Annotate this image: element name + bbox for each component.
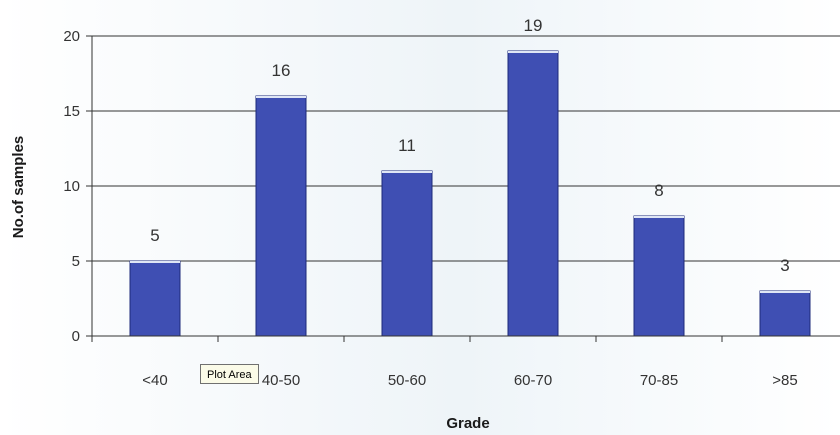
data-label-1: 16 — [272, 61, 291, 80]
labels: 0 5 10 15 20 5 <40 16 40-50 11 50-60 19 60-70 8 70-85 3… — [63, 16, 797, 389]
bar-3 — [507, 50, 559, 337]
y-tick-label: 0 — [72, 328, 80, 345]
y-tick-label: 20 — [63, 28, 80, 45]
y-axis-title: No.of samples — [10, 136, 27, 239]
bar-2 — [381, 170, 433, 337]
x-tick-label-0: <40 — [142, 372, 167, 389]
bars — [129, 50, 811, 337]
x-tick-label-4: 70-85 — [640, 372, 678, 389]
x-tick-label-2: 50-60 — [388, 372, 426, 389]
bar-1 — [255, 95, 307, 337]
x-tick-label-1: 40-50 — [262, 372, 300, 389]
data-label-5: 3 — [780, 256, 789, 275]
y-tick-label: 10 — [63, 178, 80, 195]
gridlines — [92, 35, 840, 262]
y-tick-label: 5 — [72, 253, 80, 270]
data-label-4: 8 — [654, 181, 663, 200]
plot-area-tooltip: Plot Area — [200, 364, 259, 384]
data-label-3: 19 — [524, 16, 543, 35]
bar-5 — [759, 290, 811, 337]
x-tick-label-5: >85 — [772, 372, 797, 389]
bar-0 — [129, 260, 181, 337]
data-label-0: 5 — [150, 226, 159, 245]
bar-4 — [633, 215, 685, 337]
data-label-2: 11 — [398, 136, 416, 155]
axes — [86, 35, 840, 342]
x-axis-title: Grade — [446, 415, 489, 432]
y-tick-label: 15 — [63, 103, 80, 120]
x-tick-label-3: 60-70 — [514, 372, 552, 389]
